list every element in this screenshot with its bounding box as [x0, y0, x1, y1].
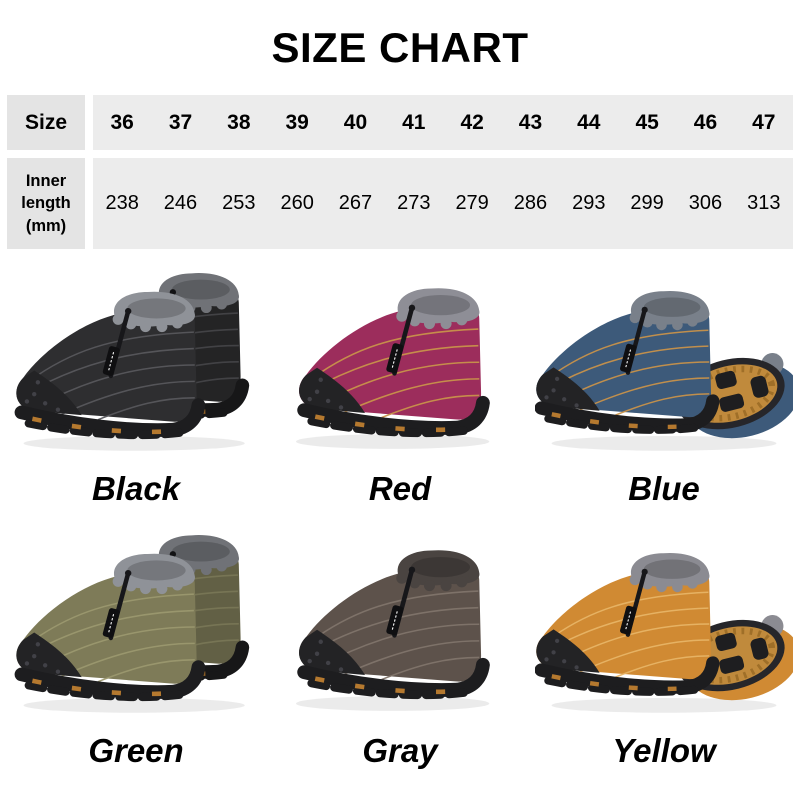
- inner-length-value: 267: [338, 192, 373, 214]
- color-variants-grid: Black Red Blue: [0, 254, 800, 778]
- inner-length-row-header: Inner length (mm): [7, 158, 85, 249]
- size-value: 47: [752, 110, 776, 134]
- variant-label: Black: [91, 470, 181, 507]
- variant-card-black: Black: [4, 254, 268, 516]
- size-value: 44: [577, 110, 601, 134]
- size-value: 46: [693, 110, 718, 134]
- boot-illustration: [271, 519, 529, 711]
- boot-illustration: [535, 519, 793, 724]
- boot-photo: [533, 254, 795, 464]
- variant-label: Green: [88, 732, 184, 769]
- variant-card-gray: Gray: [268, 516, 532, 778]
- inner-length-value: 306: [688, 192, 723, 214]
- boot-illustration: [271, 257, 529, 449]
- inner-length-value: 238: [105, 192, 139, 214]
- inner-length-value: 260: [280, 192, 314, 214]
- size-row-header: Size: [7, 95, 85, 150]
- size-value: 40: [343, 110, 368, 134]
- boot-photo: [5, 254, 267, 464]
- variant-label: Gray: [362, 732, 438, 769]
- size-value: 41: [402, 110, 426, 134]
- size-value: 37: [168, 110, 193, 134]
- boot-illustration: [535, 257, 793, 462]
- boot-photo: [269, 254, 531, 464]
- variant-label: Red: [368, 470, 432, 507]
- boot-illustration: [7, 519, 265, 713]
- boot-photo: [533, 516, 795, 726]
- size-table: Size 36 37 38 39 40 41 42 43 44 45 46 47…: [7, 95, 793, 249]
- inner-length-value: 313: [747, 192, 781, 214]
- page-title: SIZE CHART: [271, 24, 529, 71]
- variant-card-blue: Blue: [532, 254, 796, 516]
- inner-length-values: 238 246 253 260 267 273 279 286 293 299 …: [93, 158, 793, 249]
- inner-length-value: 279: [455, 192, 489, 214]
- variant-card-green: Green: [4, 516, 268, 778]
- size-values: 36 37 38 39 40 41 42 43 44 45 46 47: [93, 95, 793, 150]
- boot-illustration: [7, 257, 265, 451]
- inner-length-value: 246: [163, 192, 198, 214]
- inner-length-value: 273: [397, 192, 431, 214]
- variant-label: Yellow: [612, 732, 716, 769]
- inner-length-value: 299: [630, 192, 664, 214]
- inner-length-row: Inner length (mm) 238 246 253 260 267 27…: [7, 158, 793, 249]
- boot-photo: [5, 516, 267, 726]
- variant-card-yellow: Yellow: [532, 516, 796, 778]
- size-value: 43: [518, 110, 543, 134]
- size-row: Size 36 37 38 39 40 41 42 43 44 45 46 47: [7, 95, 793, 150]
- inner-length-value: 286: [513, 192, 548, 214]
- size-value: 39: [285, 110, 309, 134]
- size-value: 42: [460, 110, 484, 134]
- size-value: 36: [110, 110, 134, 134]
- size-value: 38: [227, 110, 251, 134]
- boot-photo: [269, 516, 531, 726]
- variant-label: Blue: [628, 470, 700, 507]
- size-value: 45: [635, 110, 659, 134]
- variant-card-red: Red: [268, 254, 532, 516]
- inner-length-value: 253: [222, 192, 256, 214]
- inner-length-value: 293: [572, 192, 606, 214]
